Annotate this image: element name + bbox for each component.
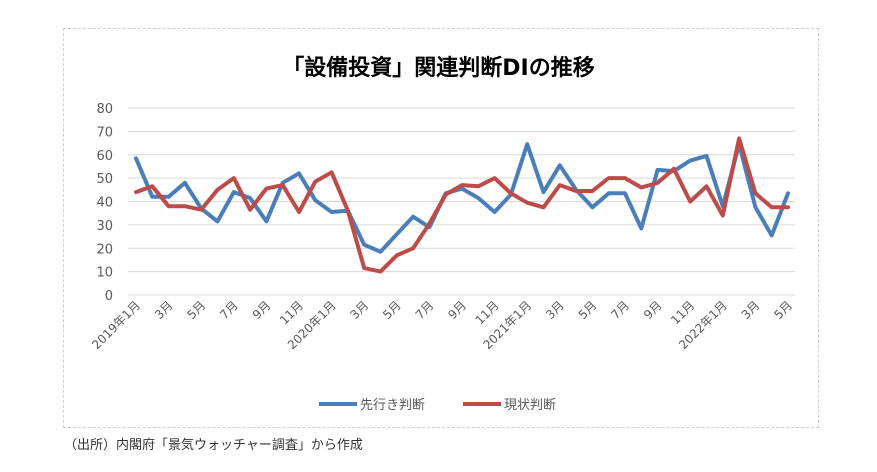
y-axis-ticks: 0 10 20 30 40 50 60 70 80 — [96, 102, 113, 304]
x-tick-label: 7月 — [608, 298, 632, 322]
y-tick-label: 40 — [96, 196, 113, 211]
x-tick-label: 11月 — [277, 298, 306, 327]
y-tick-label: 50 — [96, 172, 113, 187]
x-tick-label: 7月 — [217, 298, 241, 322]
source-note: （出所）内閣府「景気ウォッチャー調査」から作成 — [64, 438, 363, 453]
x-tick-label: 9月 — [250, 298, 274, 322]
x-tick-label: 9月 — [445, 298, 469, 322]
legend: 先行き判断 現状判断 — [319, 398, 556, 413]
y-tick-label: 0 — [105, 289, 113, 304]
y-tick-label: 20 — [96, 242, 113, 257]
x-tick-label: 3月 — [348, 298, 372, 322]
x-tick-label: 2019年1月 — [89, 298, 143, 352]
legend-label: 現状判断 — [504, 398, 556, 413]
x-tick-label: 11月 — [668, 298, 697, 327]
x-tick-label: 11月 — [473, 298, 502, 327]
x-tick-label: 3月 — [152, 298, 176, 322]
chart-title: 「設備投資」関連判断DIの推移 — [282, 56, 595, 81]
series-lines — [134, 136, 790, 274]
x-tick-label: 3月 — [543, 298, 567, 322]
x-tick-label: 5月 — [380, 298, 404, 322]
x-tick-label: 3月 — [739, 298, 763, 322]
x-tick-label: 5月 — [576, 298, 600, 322]
chart-frame — [63, 28, 819, 428]
x-tick-label: 5月 — [185, 298, 209, 322]
x-tick-label: 7月 — [413, 298, 437, 322]
x-tick-label: 5月 — [771, 298, 795, 322]
legend-label: 先行き判断 — [360, 398, 425, 413]
x-tick-label: 9月 — [641, 298, 665, 322]
y-tick-label: 70 — [96, 125, 113, 140]
y-tick-label: 10 — [96, 266, 113, 281]
gridlines — [128, 107, 795, 296]
y-tick-label: 80 — [96, 102, 113, 117]
y-tick-label: 60 — [96, 149, 113, 164]
series-line-1 — [134, 136, 790, 274]
y-tick-label: 30 — [96, 219, 113, 234]
